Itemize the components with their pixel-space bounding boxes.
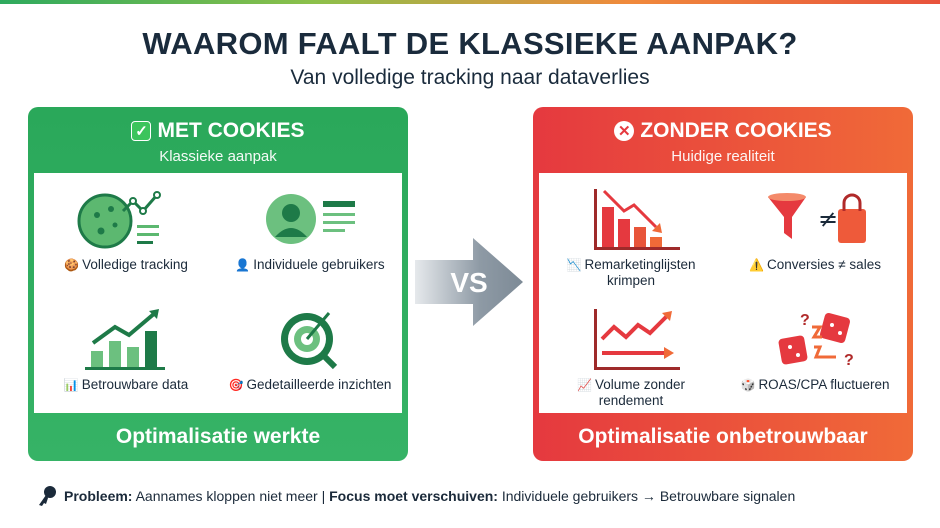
item-detailed-insights: 🎯 Gedetailleerde inzichten — [218, 293, 402, 413]
cross-icon: ✕ — [614, 121, 635, 141]
warning-emoji-icon: ⚠️ — [749, 258, 764, 272]
item-conversions-not-sales: ≠ ⚠️ Conversies ≠ sales — [723, 173, 907, 293]
target-emoji-icon: 🎯 — [228, 378, 244, 392]
volume-chart-icon — [594, 309, 680, 370]
card-heading: MET COOKIES — [157, 119, 305, 142]
user-profile-icon — [266, 194, 355, 244]
svg-text:≠: ≠ — [818, 205, 838, 233]
without-cookies-card: ✕ ZONDER COOKIES Huidige realiteit 📉 Remar… — [533, 107, 913, 461]
funnel-not-equal-bag-icon: ≠ — [768, 193, 866, 243]
vs-label: VS — [450, 267, 487, 298]
item-remarketing-shrink: 📉 Remarketinglijsten krimpen — [539, 173, 723, 293]
card-subheading: Huidige realiteit — [671, 148, 775, 165]
item-roas-cpa-fluctuate: ?? 🎲 ROAS/CPA fluctueren — [723, 293, 907, 413]
page-title: WAAROM FAALT DE KLASSIEKE AANPAK? — [142, 26, 798, 61]
cookie-tracking-icon — [77, 191, 161, 249]
bottom-summary: Probleem: Aannames kloppen niet meer | F… — [36, 485, 795, 507]
chart-up-emoji-icon: 📈 — [576, 378, 592, 392]
item-individual-users: 👤 Individuele gebruikers — [218, 173, 402, 293]
bar-chart-emoji-icon: 📊 — [63, 378, 79, 392]
target-magnifier-icon — [281, 312, 338, 370]
die-emoji-icon: 🎲 — [740, 378, 756, 392]
card-footer: Optimalisatie werkte — [115, 425, 321, 448]
with-cookies-card: ✓ MET COOKIES Klassieke aanpak 🍪 Volledige… — [28, 107, 408, 461]
dice-icon: ?? — [778, 312, 854, 369]
svg-text:?: ? — [844, 352, 854, 369]
item-reliable-data: 📊 Betrouwbare data — [34, 293, 218, 413]
item-volume-no-return: 📈 Volume zonder rendement — [539, 293, 723, 413]
growth-chart-icon — [85, 309, 165, 370]
declining-chart-icon — [594, 189, 680, 250]
card-footer: Optimalisatie onbetrouwbaar — [578, 425, 868, 448]
svg-text:?: ? — [800, 312, 810, 329]
top-gradient-bar — [0, 0, 940, 4]
page-subtitle: Van volledige tracking naar dataverlies — [290, 66, 650, 89]
check-icon: ✓ — [131, 121, 152, 141]
key-icon — [39, 486, 56, 506]
vs-arrow: VS — [415, 238, 523, 326]
card-heading: ZONDER COOKIES — [640, 119, 832, 142]
cookie-emoji-icon: 🍪 — [64, 258, 80, 272]
user-emoji-icon: 👤 — [235, 258, 251, 272]
card-subheading: Klassieke aanpak — [159, 148, 277, 165]
item-full-tracking: 🍪 Volledige tracking — [34, 173, 218, 293]
chart-down-emoji-icon: 📉 — [566, 258, 582, 272]
